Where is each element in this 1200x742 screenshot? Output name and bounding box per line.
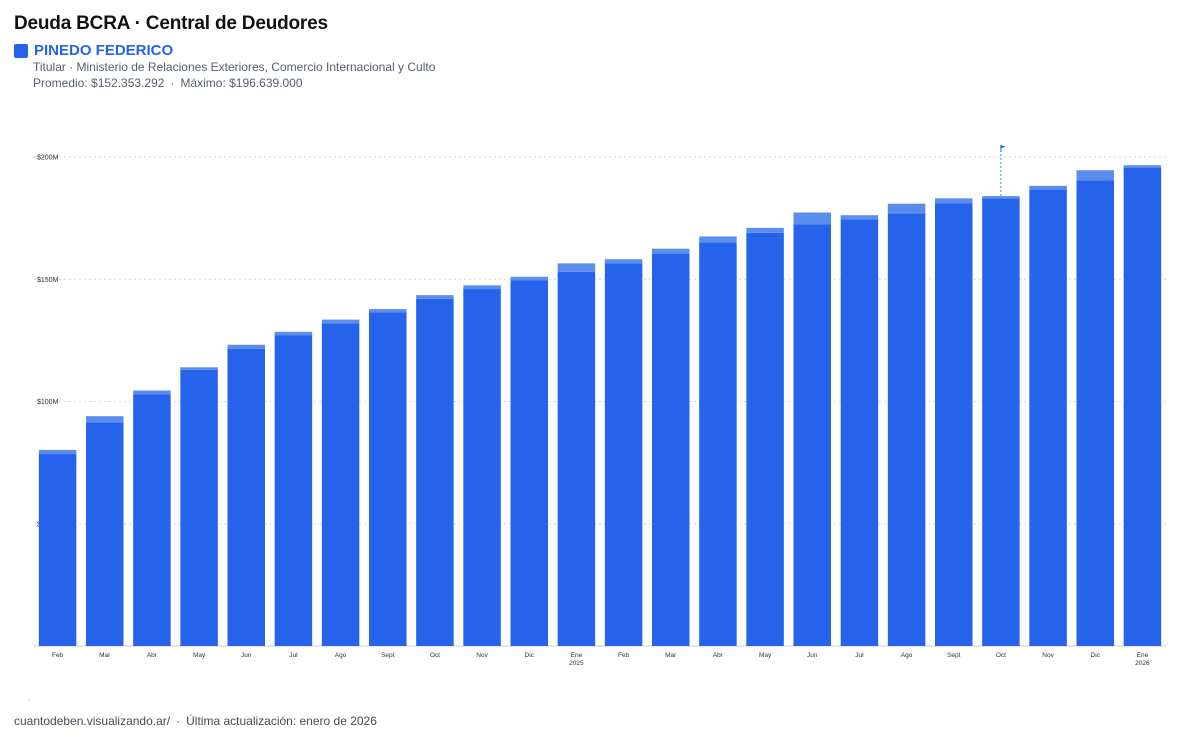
max-value: Máximo: $196.639.000	[180, 76, 303, 90]
x-tick-label: Jul	[289, 652, 298, 659]
bar-base	[982, 198, 1020, 646]
x-year-label: 2026	[1135, 660, 1150, 667]
x-tick-label: Sept	[947, 652, 961, 659]
bar-extra	[227, 344, 265, 349]
legend: PINEDO FEDERICO	[14, 42, 173, 59]
x-tick-label: Dic	[1091, 652, 1101, 659]
x-tick-label: Sept	[381, 652, 395, 659]
bar-base	[652, 253, 690, 646]
bar-base	[935, 203, 973, 646]
x-tick-label: Ago	[335, 652, 347, 659]
bar-base	[274, 335, 313, 646]
footer-updated: Última actualización: enero de 2026	[186, 714, 377, 728]
bar-extra	[982, 196, 1020, 199]
bar-base	[604, 263, 643, 646]
bar-base	[369, 312, 407, 646]
bar-extra	[652, 248, 690, 254]
bar-base	[416, 298, 454, 646]
x-tick-label: May	[193, 652, 206, 659]
bar-extra	[1076, 170, 1114, 181]
footer-site-link[interactable]: cuantodeben.visualizando.ar/	[14, 714, 171, 728]
x-tick-label: Jun	[241, 652, 252, 659]
bar-base	[557, 271, 596, 646]
bar-extra	[86, 416, 124, 423]
bar-base	[793, 224, 831, 647]
y-tick-label: $100M	[37, 399, 59, 406]
x-tick-label: Feb	[618, 652, 630, 659]
bar-extra	[1123, 165, 1162, 169]
y-tick-label: $150M	[37, 277, 59, 284]
x-tick-label: Ene	[571, 652, 583, 659]
person-name: PINEDO FEDERICO	[34, 42, 174, 59]
bar-extra	[274, 331, 313, 336]
bar-base	[1029, 190, 1067, 646]
y-tick-label: $200M	[37, 155, 59, 162]
average-value: Promedio: $152.353.292	[33, 76, 165, 90]
bar-base	[86, 422, 124, 646]
bar-extra	[604, 259, 643, 264]
x-tick-label: May	[759, 652, 772, 659]
x-tick-label: Dic	[525, 652, 535, 659]
bar-extra	[746, 227, 784, 233]
bar-base	[510, 280, 548, 646]
footer-separator: ·	[176, 714, 181, 728]
bar-extra	[321, 319, 360, 324]
footer: cuantodeben.visualizando.ar/ · Última actu…	[14, 714, 377, 728]
bar-base	[38, 454, 77, 646]
x-tick-label: Mar	[665, 652, 677, 659]
bar-extra	[840, 215, 879, 220]
stats-separator: ·	[170, 76, 175, 90]
bar-extra	[38, 449, 77, 455]
bar-extra	[416, 295, 454, 299]
bar-base	[321, 323, 360, 646]
bar-base	[180, 369, 218, 646]
bar-base	[840, 219, 879, 646]
bar-extra	[793, 212, 831, 225]
x-tick-label: Jun	[807, 652, 818, 659]
bar-base	[1076, 180, 1114, 647]
x-tick-label: Oct	[430, 652, 440, 659]
bar-extra	[887, 203, 926, 214]
bar-base	[699, 242, 737, 646]
bar-extra	[369, 309, 407, 313]
bar-base	[133, 394, 171, 646]
x-tick-label: Nov	[476, 652, 488, 659]
chart-title: Deuda BCRA · Central de Deudores	[14, 13, 328, 34]
flag-icon	[1000, 145, 1006, 149]
x-tick-label: Jul	[855, 652, 864, 659]
bar-base	[463, 289, 501, 646]
x-tick-label: Oct	[996, 652, 1006, 659]
stats-line: Promedio: $152.353.292 · Máximo: $196.639.…	[33, 76, 303, 90]
x-tick-label: Feb	[52, 652, 64, 659]
bar-base	[887, 213, 926, 647]
bar-extra	[935, 198, 973, 204]
x-year-label: 2025	[569, 660, 584, 667]
bar-base	[227, 348, 265, 646]
bar-base	[1123, 168, 1162, 646]
x-tick-label: Abr	[147, 652, 158, 659]
bar-extra	[1029, 185, 1067, 191]
x-tick-label: Ene	[1137, 652, 1149, 659]
x-tick-label: Nov	[1042, 652, 1054, 659]
bar-base	[746, 232, 784, 647]
bar-extra	[510, 276, 548, 281]
bar-extra	[557, 263, 596, 272]
role-line: Titular · Ministerio de Relaciones Exter…	[33, 60, 436, 74]
bar-extra	[699, 236, 737, 243]
x-tick-label: Mar	[99, 652, 111, 659]
x-tick-label: Abr	[713, 652, 724, 659]
x-tick-label: Ago	[901, 652, 913, 659]
legend-swatch	[14, 43, 28, 58]
bar-extra	[463, 285, 501, 290]
bar-extra	[133, 390, 171, 395]
bar-extra	[180, 367, 218, 370]
